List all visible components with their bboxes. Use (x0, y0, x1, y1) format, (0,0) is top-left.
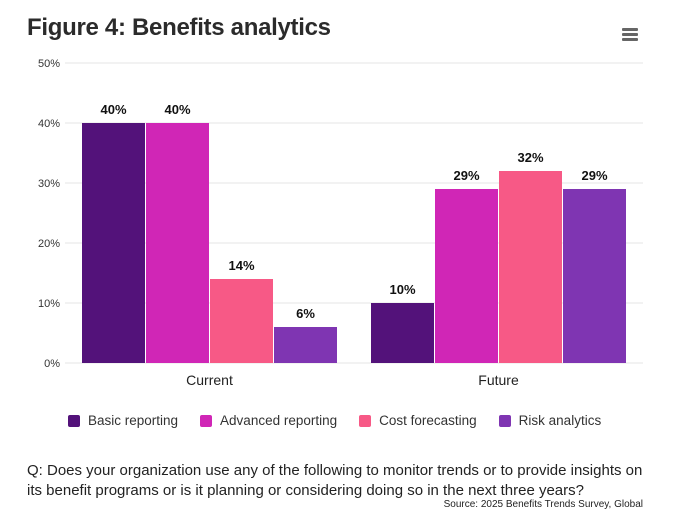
bar[interactable] (146, 123, 209, 363)
data-label: 10% (389, 282, 415, 297)
bar[interactable] (82, 123, 145, 363)
bars (82, 123, 626, 363)
legend-swatch (68, 414, 80, 427)
menu-line (622, 28, 638, 31)
x-axis-ticks: Current Future (186, 372, 519, 388)
bar[interactable] (210, 279, 273, 363)
y-tick-label: 10% (38, 298, 60, 310)
data-label: 6% (296, 306, 315, 321)
legend-label: Advanced reporting (220, 413, 338, 428)
legend-item[interactable]: Basic reporting (68, 413, 178, 428)
bar-chart: 0% 10% 20% 30% 40% 50% 40% 40% 14% 6% 10% 29% 32% 29… (38, 58, 643, 388)
bar[interactable] (274, 327, 337, 363)
source-note: Source: 2025 Benefits Trends Survey, Glo… (443, 499, 643, 510)
data-label: 29% (581, 168, 607, 183)
legend-swatch (200, 414, 213, 427)
y-tick-label: 30% (38, 178, 60, 190)
data-label: 29% (453, 168, 479, 183)
legend-item[interactable]: Advanced reporting (200, 413, 337, 428)
data-labels: 40% 40% 14% 6% 10% 29% 32% 29% (100, 102, 607, 321)
x-tick-label: Current (186, 372, 233, 388)
survey-question: Q: Does your organization use any of the… (27, 462, 643, 499)
menu-line (622, 33, 638, 36)
y-tick-label: 0% (44, 358, 60, 370)
y-tick-label: 50% (38, 58, 60, 70)
data-label: 40% (164, 102, 190, 117)
legend-label: Basic reporting (88, 413, 179, 428)
legend: Basic reporting Advanced reporting Cost fo… (68, 413, 623, 428)
y-axis-ticks: 0% 10% 20% 30% 40% 50% (38, 58, 60, 370)
bar[interactable] (435, 189, 498, 363)
y-tick-label: 40% (38, 118, 60, 130)
bar[interactable] (563, 189, 626, 363)
bar[interactable] (371, 303, 434, 363)
hamburger-menu-icon[interactable] (619, 28, 641, 46)
legend-label: Risk analytics (518, 413, 602, 428)
data-label: 14% (228, 258, 254, 273)
x-tick-label: Future (478, 372, 519, 388)
legend-swatch (498, 414, 511, 427)
legend-item[interactable]: Cost forecasting (359, 413, 477, 428)
legend-label: Cost forecasting (379, 413, 477, 428)
legend-item[interactable]: Risk analytics (498, 413, 602, 428)
menu-line (622, 38, 638, 41)
bar[interactable] (499, 171, 562, 363)
y-tick-label: 20% (38, 238, 60, 250)
data-label: 32% (517, 150, 543, 165)
legend-swatch (359, 414, 372, 427)
data-label: 40% (100, 102, 126, 117)
chart-title: Figure 4: Benefits analytics (27, 14, 331, 41)
